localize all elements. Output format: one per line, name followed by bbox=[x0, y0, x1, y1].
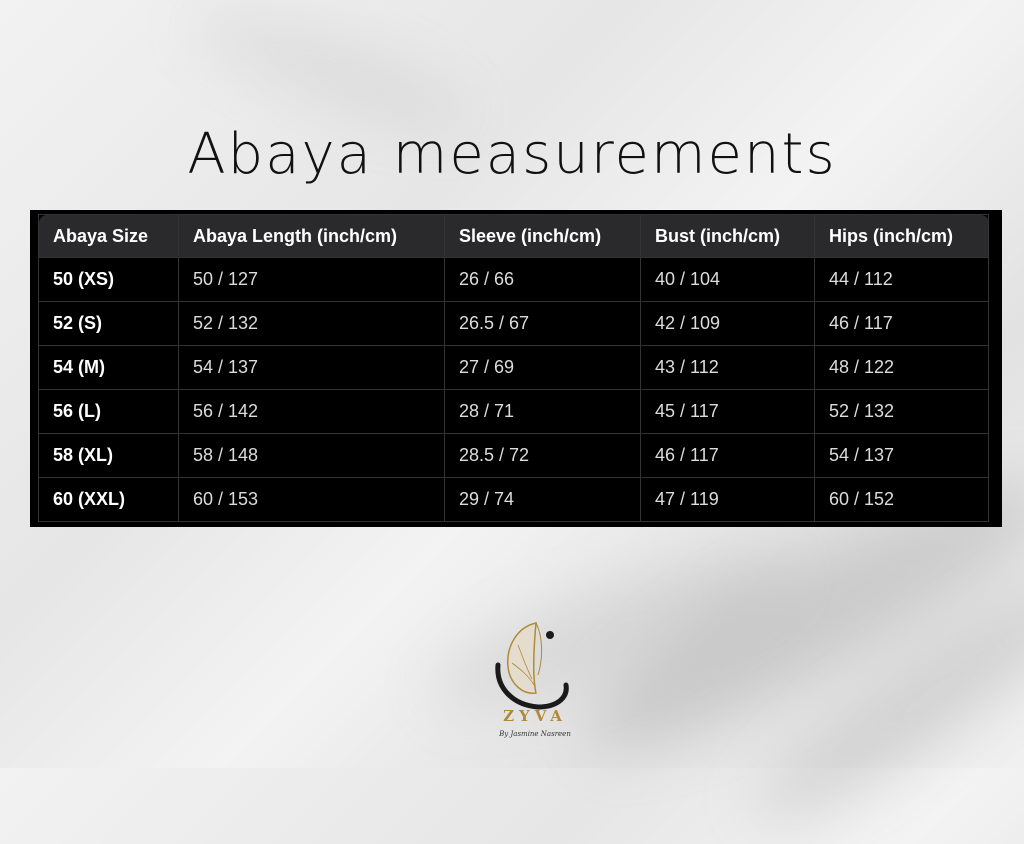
brand-name: ZYVA bbox=[503, 707, 567, 725]
header-length: Abaya Length (inch/cm) bbox=[178, 214, 445, 258]
header-hips: Hips (inch/cm) bbox=[814, 214, 989, 258]
cell-size: 56 (L) bbox=[38, 389, 179, 434]
cell-hips: 52 / 132 bbox=[814, 389, 989, 434]
cell-length: 60 / 153 bbox=[178, 477, 445, 522]
cell-hips: 54 / 137 bbox=[814, 433, 989, 478]
butterfly-icon bbox=[495, 622, 569, 710]
cell-sleeve: 26 / 66 bbox=[444, 257, 641, 302]
cell-bust: 45 / 117 bbox=[640, 389, 815, 434]
header-size: Abaya Size bbox=[38, 214, 179, 258]
cell-length: 54 / 137 bbox=[178, 345, 445, 390]
cell-length: 50 / 127 bbox=[178, 257, 445, 302]
size-chart-table: Abaya Size Abaya Length (inch/cm) Sleeve… bbox=[38, 214, 989, 522]
table-row: 60 (XXL) 60 / 153 29 / 74 47 / 119 60 / … bbox=[38, 477, 989, 522]
background-shadow bbox=[737, 545, 1024, 844]
size-chart-panel: Abaya Size Abaya Length (inch/cm) Sleeve… bbox=[30, 210, 1002, 527]
table-row: 52 (S) 52 / 132 26.5 / 67 42 / 109 46 / … bbox=[38, 301, 989, 346]
page-title: Abaya measurements bbox=[187, 122, 837, 187]
cell-length: 52 / 132 bbox=[178, 301, 445, 346]
cell-hips: 60 / 152 bbox=[814, 477, 989, 522]
background-shadow bbox=[417, 527, 803, 733]
cell-size: 60 (XXL) bbox=[38, 477, 179, 522]
cell-sleeve: 26.5 / 67 bbox=[444, 301, 641, 346]
header-sleeve: Sleeve (inch/cm) bbox=[444, 214, 641, 258]
header-bust: Bust (inch/cm) bbox=[640, 214, 815, 258]
cell-hips: 46 / 117 bbox=[814, 301, 989, 346]
cell-length: 58 / 148 bbox=[178, 433, 445, 478]
table-header-row: Abaya Size Abaya Length (inch/cm) Sleeve… bbox=[38, 214, 989, 258]
cell-size: 52 (S) bbox=[38, 301, 179, 346]
cell-length: 56 / 142 bbox=[178, 389, 445, 434]
cell-bust: 47 / 119 bbox=[640, 477, 815, 522]
cell-size: 58 (XL) bbox=[38, 433, 179, 478]
table-row: 58 (XL) 58 / 148 28.5 / 72 46 / 117 54 /… bbox=[38, 433, 989, 478]
table-row: 50 (XS) 50 / 127 26 / 66 40 / 104 44 / 1… bbox=[38, 257, 989, 302]
cell-size: 54 (M) bbox=[38, 345, 179, 390]
cell-hips: 48 / 122 bbox=[814, 345, 989, 390]
table-row: 56 (L) 56 / 142 28 / 71 45 / 117 52 / 13… bbox=[38, 389, 989, 434]
cell-bust: 43 / 112 bbox=[640, 345, 815, 390]
brand-tagline: By Jasmine Nasreen bbox=[499, 730, 571, 738]
cell-bust: 42 / 109 bbox=[640, 301, 815, 346]
cell-bust: 46 / 117 bbox=[640, 433, 815, 478]
cell-size: 50 (XS) bbox=[38, 257, 179, 302]
cell-bust: 40 / 104 bbox=[640, 257, 815, 302]
table-row: 54 (M) 54 / 137 27 / 69 43 / 112 48 / 12… bbox=[38, 345, 989, 390]
cell-sleeve: 28.5 / 72 bbox=[444, 433, 641, 478]
cell-sleeve: 28 / 71 bbox=[444, 389, 641, 434]
cell-hips: 44 / 112 bbox=[814, 257, 989, 302]
cell-sleeve: 29 / 74 bbox=[444, 477, 641, 522]
cell-sleeve: 27 / 69 bbox=[444, 345, 641, 390]
